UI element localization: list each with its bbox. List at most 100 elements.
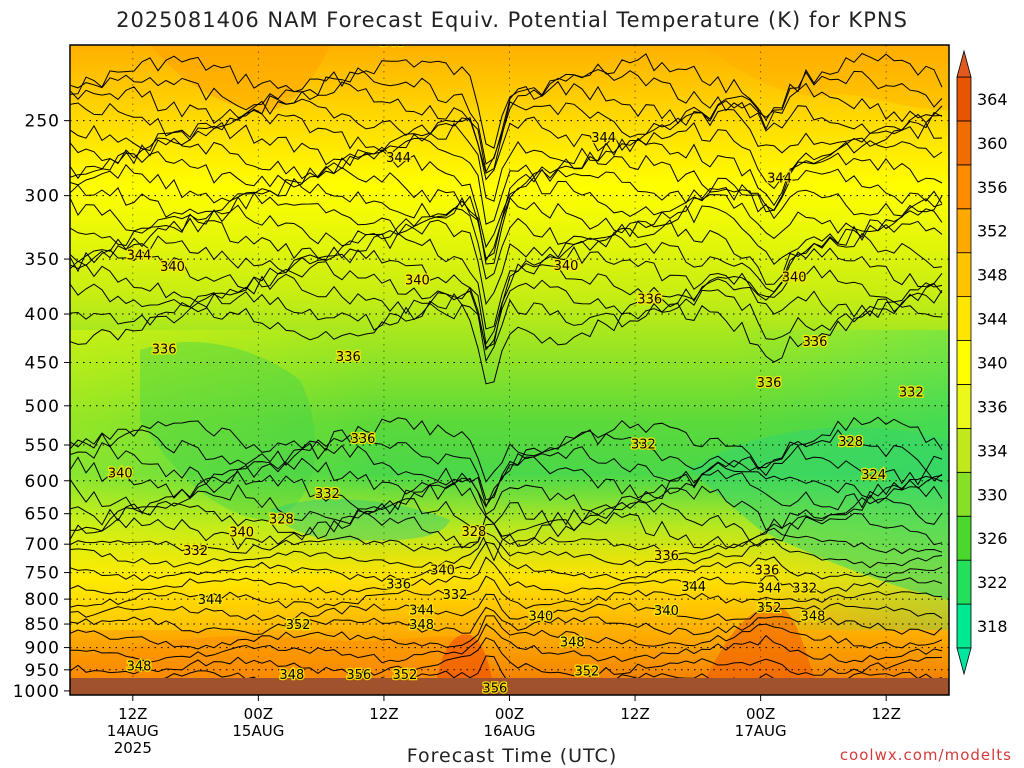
contour-label-22: 340 [228,524,255,542]
contour-label-text-7: 340 [554,259,579,274]
contour-line-23 [70,469,943,516]
contour-label-text-18: 340 [108,466,133,481]
colorbar-swatch-322 [956,559,972,605]
contour-label-text-4: 344 [127,248,152,263]
x-tick-label-0-1: 14AUG [107,722,159,740]
green-core-right [690,427,949,600]
contour-label-44: 348 [278,667,305,685]
contour-label-37: 352 [755,600,782,618]
colorbar-swatch-344 [956,296,972,341]
warm-sfc-peak-1 [435,634,495,690]
contour-lines [70,52,943,691]
contour-label-15: 336 [349,431,376,449]
contour-label-38: 348 [799,608,826,626]
x-tick-label-5-1: 17AUG [735,722,787,740]
contour-label-text-19: 324 [861,468,886,483]
contour-label-text-40: 348 [409,618,434,633]
contour-label-45: 356 [345,667,372,685]
colorbar-swatch-334 [956,427,972,473]
y-tick-label-600: 600 [25,472,60,492]
colorbar-label-340: 340 [977,354,1008,373]
contour-line-10 [70,191,943,265]
colorbar-swatch-348 [956,252,972,298]
contour-label-text-41: 348 [560,636,585,651]
contour-line-34 [70,615,943,650]
contour-label-43: 352 [573,663,600,681]
contour-label-30: 332 [441,587,468,605]
y-tick-label-650: 650 [25,505,60,525]
contour-label-26: 340 [429,562,456,580]
warm-top-left [150,45,330,112]
contour-line-21 [70,442,943,507]
y-tick-label-350: 350 [25,250,60,270]
contour-line-1 [70,67,943,165]
y-tick-label-750: 750 [25,564,60,584]
credit-link[interactable]: coolwx.com/modelts [839,746,1012,764]
contour-label-27: 336 [753,562,780,580]
colorbar-label-360: 360 [977,134,1008,153]
contour-line-33 [70,606,943,636]
ground-surface [70,678,949,695]
contour-label-text-15: 336 [351,432,376,447]
contour-label-text-2: 344 [386,151,411,166]
pressure-axis: 250 300 350 400 450 500 550 600 650 700 750 800 850 9… [13,112,70,702]
contour-label-text-29: 344 [681,580,706,595]
y-tick-label-550: 550 [25,436,60,456]
y-tick-label-800: 800 [25,590,60,610]
contour-label-text-30: 332 [443,588,468,603]
colorbar-swatch-360 [956,120,972,166]
contour-line-22 [70,456,943,508]
contour-line-27 [70,523,943,555]
contour-line-28 [70,532,943,569]
contour-label-34: 344 [408,602,435,620]
contour-label-20: 332 [314,486,341,504]
contour-label-21: 328 [268,511,295,529]
colorbar: 318 322 326 330 334 336 340 344 348 352 356 360 364 [956,49,1008,676]
contour-line-26 [70,510,943,551]
contour-line-8 [70,163,943,260]
contour-label-8: 340 [780,269,807,287]
contour-label-32: 332 [791,580,818,598]
contour-label-text-11: 336 [152,342,177,357]
contour-label-text-34: 344 [409,603,434,618]
colorbar-bottom-arrow [956,647,972,676]
contour-label-text-14: 332 [899,386,924,401]
y-tick-label-500: 500 [25,397,60,417]
colorbar-label-334: 334 [977,441,1008,460]
contour-label-6: 340 [404,272,431,290]
green-core-mid [270,499,450,541]
contour-line-19 [70,416,943,483]
colorbar-label-356: 356 [977,178,1008,197]
contour-label-11: 336 [151,341,178,359]
x-tick-label-1-1: 15AUG [232,722,284,740]
y-tick-label-400: 400 [25,305,60,325]
colorbar-label-326: 326 [977,529,1008,548]
contour-label-5: 340 [159,259,186,277]
contour-label-text-8: 340 [782,270,807,285]
contour-line-29 [70,541,943,582]
contour-label-text-37: 352 [757,601,782,616]
y-tick-label-850: 850 [25,615,60,635]
colorbar-label-344: 344 [977,310,1008,329]
colorbar-label-352: 352 [977,222,1008,241]
contour-label-46: 352 [391,667,418,685]
y-tick-label-450: 450 [25,353,60,373]
colorbar-swatch-326 [956,515,972,561]
y-tick-label-900: 900 [25,639,60,659]
x-tick-label-4-0: 12Z [620,705,649,723]
colorbar-label-348: 348 [977,266,1008,285]
x-tick-label-3-0: 00Z [495,705,524,723]
contour-label-text-28: 336 [386,577,411,592]
colorbar-top-arrow [956,49,972,78]
contour-line-12 [70,217,943,306]
contour-label-text-35: 340 [528,609,553,624]
contour-label-13: 336 [755,375,782,393]
contour-label-text-38: 348 [801,609,826,624]
contour-line-30 [70,556,943,596]
contour-label-9: 336 [636,291,663,309]
contour-label-1: 344 [590,130,617,148]
x-tick-label-6-0: 12Z [872,705,901,723]
